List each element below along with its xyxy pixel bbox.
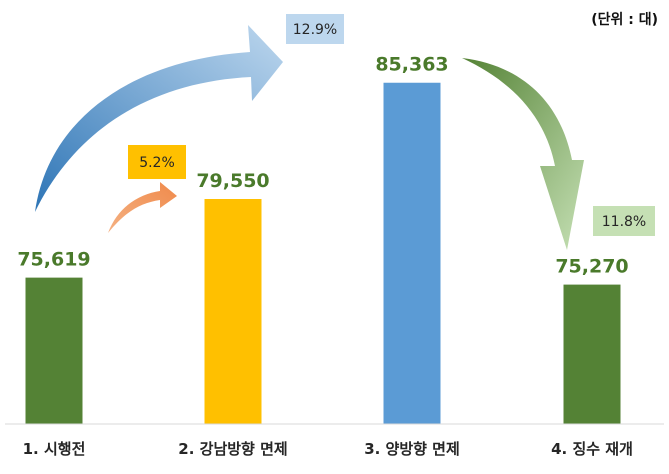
bars-group — [25, 82, 621, 425]
value-label: 75,270 — [555, 256, 628, 278]
category-label: 4. 징수 재개 — [551, 440, 633, 458]
unit-label: (단위 : 대) — [591, 11, 658, 28]
value-labels-group: 75,619 79,550 85,363 75,270 — [17, 54, 628, 278]
value-label: 85,363 — [375, 54, 448, 76]
category-labels-group: 1. 시행전 2. 강남방향 면제 3. 양방향 면제 4. 징수 재개 — [23, 440, 633, 458]
bar-1 — [25, 277, 83, 424]
value-label: 79,550 — [196, 170, 269, 192]
bar-2 — [204, 199, 262, 424]
annotation-label: 5.2% — [139, 155, 175, 171]
annotation-orange: 5.2% — [128, 145, 186, 179]
annotation-label: 12.9% — [293, 22, 337, 38]
category-label: 2. 강남방향 면제 — [178, 440, 287, 458]
annotation-box — [128, 145, 186, 179]
bar-3 — [383, 82, 441, 425]
annotation-box — [593, 206, 655, 236]
annotation-green: 11.8% — [593, 206, 655, 236]
annotation-box — [286, 14, 344, 44]
increase-arrow-large — [35, 25, 283, 212]
decrease-arrow — [462, 58, 584, 250]
increase-arrow-small — [108, 182, 177, 233]
category-label: 3. 양방향 면제 — [364, 440, 460, 458]
annotation-blue: 12.9% — [286, 14, 344, 44]
bar-4 — [563, 284, 621, 424]
value-label: 75,619 — [17, 249, 90, 271]
annotation-label: 11.8% — [602, 214, 646, 230]
category-label: 1. 시행전 — [23, 440, 86, 458]
